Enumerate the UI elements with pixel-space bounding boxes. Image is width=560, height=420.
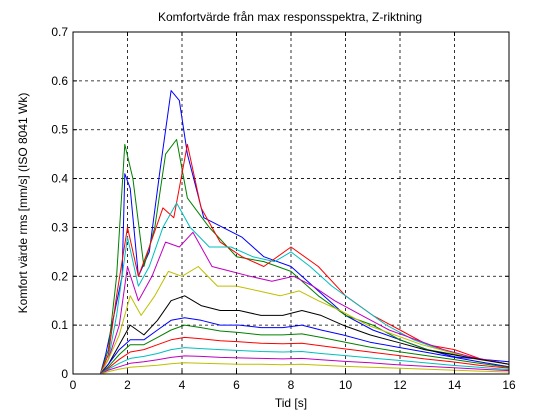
x-tick-label: 14: [448, 378, 462, 392]
y-tick-label: 0.1: [51, 318, 68, 332]
x-tick-label: 12: [393, 378, 407, 392]
series-line-11: [73, 347, 510, 375]
y-tick-label: 0: [61, 367, 68, 381]
series-line-7: [73, 295, 510, 375]
x-tick-label: 4: [179, 378, 186, 392]
series-line-13: [73, 362, 510, 375]
y-axis-label: Komfort värde rms [mm/s] (ISO 8041 Wk): [16, 93, 30, 314]
series-line-4: [73, 202, 510, 375]
x-tick-label: 8: [288, 378, 295, 392]
series-line-8: [73, 317, 510, 375]
series-layer: [73, 90, 510, 375]
chart-title: Komfortvärde från max responsspektra, Z-…: [158, 10, 422, 24]
ticks: 0 2 4 6 8 10 12 14 16 0 0.1 0.2 0.3 0.4 0.5 0.6 0.7: [51, 25, 516, 392]
x-axis-label: Tid [s]: [275, 396, 307, 410]
x-tick-label: 16: [502, 378, 516, 392]
series-line-10: [73, 336, 510, 375]
y-tick-label: 0.7: [51, 25, 68, 39]
series-line-5: [73, 231, 510, 375]
x-tick-label: 2: [124, 378, 131, 392]
series-line-6: [73, 266, 510, 375]
series-line-3: [73, 143, 510, 375]
series-line-9: [73, 324, 510, 375]
y-tick-label: 0.3: [51, 220, 68, 234]
y-tick-label: 0.5: [51, 123, 68, 137]
y-tick-label: 0.4: [51, 172, 68, 186]
grid: [73, 32, 509, 374]
y-tick-label: 0.6: [51, 74, 68, 88]
x-tick-label: 0: [70, 378, 77, 392]
series-line-12: [73, 355, 510, 375]
x-tick-label: 10: [339, 378, 353, 392]
x-tick-label: 6: [233, 378, 240, 392]
y-tick-label: 0.2: [51, 269, 68, 283]
